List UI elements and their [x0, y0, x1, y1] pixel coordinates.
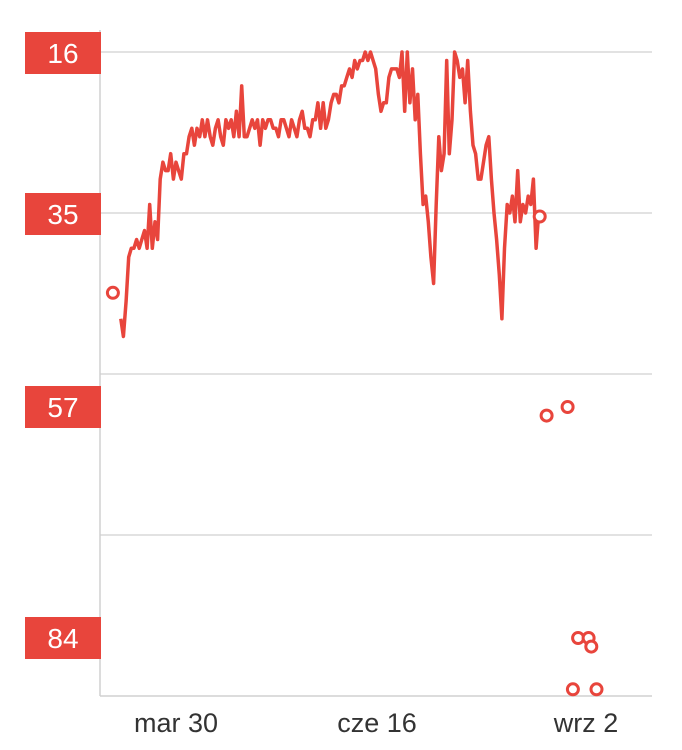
y-label-2-text: 57 — [47, 392, 78, 423]
data-point-4 — [584, 639, 599, 654]
y-label-3: 84 — [25, 617, 101, 659]
y-label-0: 16 — [25, 32, 101, 74]
x-label-0: mar 30 — [134, 708, 218, 738]
series-start-marker — [105, 285, 120, 300]
y-label-3-text: 84 — [47, 623, 78, 654]
grid-lines — [100, 51, 652, 536]
x-label-2: wrz 2 — [553, 708, 619, 738]
series-line — [119, 50, 541, 339]
axes — [99, 30, 652, 697]
series-layer — [105, 50, 604, 697]
data-point-1 — [560, 400, 575, 414]
y-label-0-text: 16 — [47, 38, 78, 69]
y-label-2: 57 — [25, 386, 101, 428]
y-label-0-bg — [25, 32, 101, 74]
data-point-6 — [589, 682, 604, 697]
y-label-1-bg — [25, 193, 101, 235]
series-end-marker — [532, 209, 547, 224]
x-label-1: cze 16 — [337, 708, 417, 738]
data-point-0 — [539, 408, 554, 423]
y-label-2-bg — [25, 386, 101, 428]
y-label-3-bg — [25, 617, 101, 659]
y-label-1: 35 — [25, 193, 101, 235]
data-point-5 — [565, 682, 580, 697]
y-label-1-text: 35 — [47, 199, 78, 230]
